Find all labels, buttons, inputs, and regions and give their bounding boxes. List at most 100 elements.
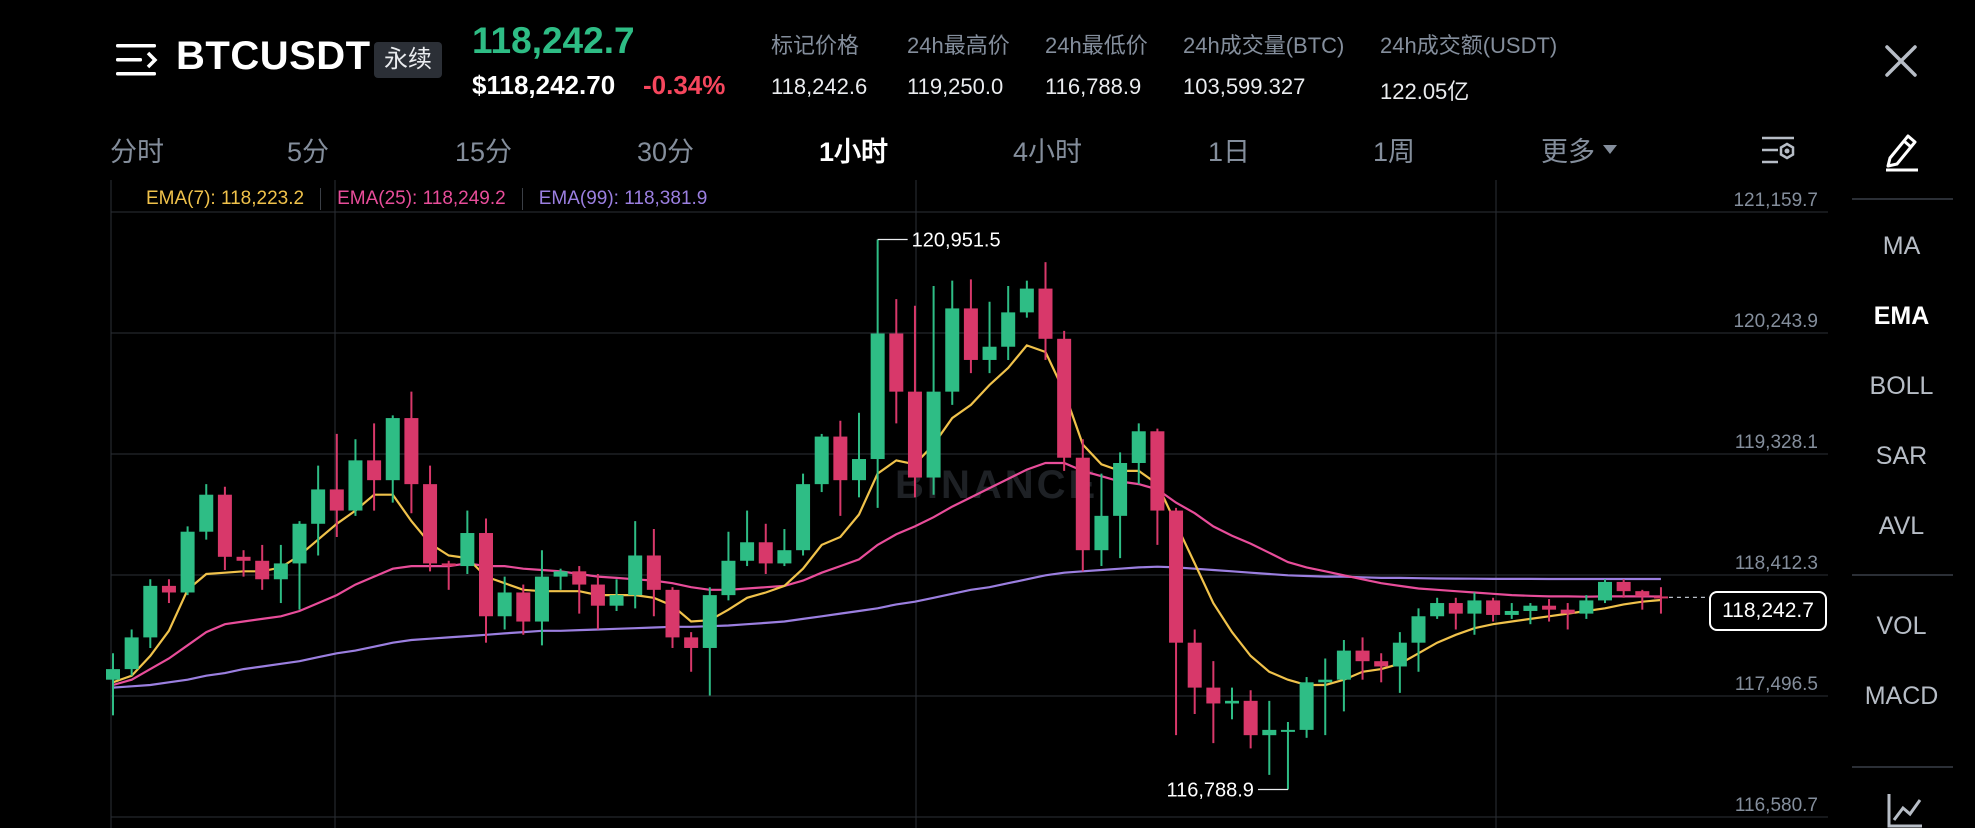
- candle-body: [199, 494, 214, 532]
- tab-more-label: 更多: [1541, 137, 1595, 167]
- candle-body: [460, 533, 475, 567]
- candle-body: [1579, 600, 1594, 614]
- perpetual-badge: 永续: [374, 42, 442, 78]
- candle-body: [1075, 457, 1090, 551]
- y-tick-label: 121,159.7: [1733, 190, 1818, 211]
- candle-body: [889, 333, 904, 392]
- candle-body: [367, 460, 382, 481]
- candle-body: [870, 333, 885, 460]
- ema99-legend: EMA(99): 118,381.9: [538, 188, 708, 210]
- candle-body: [1038, 288, 1053, 339]
- indicator-macd[interactable]: MACD: [1864, 682, 1939, 710]
- candle-body: [1131, 431, 1146, 463]
- tab-30m[interactable]: 30分: [637, 137, 695, 167]
- current-price-tag: 118,242.7: [1709, 591, 1827, 631]
- tab-1d[interactable]: 1日: [1208, 137, 1251, 167]
- candle-body: [311, 489, 326, 524]
- stat-value: 103,599.327: [1183, 74, 1306, 99]
- candle-body: [180, 531, 195, 593]
- candle-body: [1392, 642, 1407, 667]
- candle-body: [963, 308, 978, 360]
- candle-body: [1598, 581, 1612, 601]
- stat-24h-low: 24h最低价 116,788.9: [1045, 28, 1148, 100]
- candle-body: [1262, 729, 1277, 736]
- tab-5m[interactable]: 5分: [287, 137, 330, 167]
- candle-body: [423, 484, 438, 564]
- candle-body: [982, 346, 997, 360]
- chart-settings-icon[interactable]: [1760, 134, 1796, 166]
- candle-body: [758, 542, 773, 564]
- candle-body: [1336, 650, 1351, 680]
- candle-body: [796, 484, 811, 551]
- candle-body: [1280, 729, 1295, 732]
- symbol-title[interactable]: BTCUSDT: [176, 34, 371, 78]
- menu-icon[interactable]: [116, 40, 160, 80]
- candle-body: [124, 637, 139, 670]
- candlestick-chart[interactable]: 121,159.7 120,243.9 119,328.1 118,412.3 117,…: [0, 180, 1850, 828]
- candle-body: [777, 550, 792, 564]
- draw-pencil-icon[interactable]: [1884, 130, 1920, 172]
- candle-body: [740, 542, 755, 561]
- y-tick-label: 118,412.3: [1735, 553, 1818, 574]
- stat-label: 标记价格: [771, 33, 860, 58]
- candle-body: [1504, 610, 1519, 615]
- candle-body: [628, 555, 643, 596]
- candle-body: [553, 571, 568, 577]
- candle-body: [1094, 515, 1109, 551]
- indicator-ema[interactable]: EMA: [1873, 302, 1930, 330]
- candle-body: [1523, 605, 1538, 611]
- max-price-label: 120,951.5: [912, 230, 1001, 252]
- tab-time-sharing[interactable]: 分时: [110, 137, 164, 167]
- close-icon[interactable]: [1884, 44, 1918, 78]
- candle-body: [1542, 605, 1557, 610]
- change-percent: -0.34%: [643, 70, 726, 100]
- stat-24h-volume-btc: 24h成交量(BTC) 103,599.327: [1183, 28, 1344, 100]
- candle-body: [329, 489, 344, 511]
- y-tick-label: 116,580.7: [1735, 795, 1818, 816]
- tab-15m[interactable]: 15分: [455, 137, 513, 167]
- tab-1h[interactable]: 1小时: [819, 137, 889, 167]
- indicator-vol[interactable]: VOL: [1876, 612, 1927, 640]
- candle-body: [609, 595, 624, 606]
- candle-body: [1318, 679, 1333, 683]
- stat-value: 116,788.9: [1045, 74, 1142, 99]
- indicator-ma[interactable]: MA: [1882, 232, 1921, 260]
- ema99-line: [112, 565, 1661, 689]
- candle-body: [255, 560, 270, 580]
- stat-label: 24h成交额(USDT): [1380, 33, 1558, 58]
- indicator-avl[interactable]: AVL: [1878, 512, 1925, 540]
- candle-body: [1448, 603, 1463, 614]
- ema25-legend: EMA(25): 118,249.2: [337, 188, 506, 210]
- trend-chart-icon[interactable]: [1886, 792, 1924, 828]
- candle-body: [1169, 510, 1184, 643]
- candle-body: [1411, 616, 1426, 643]
- ema7-legend: EMA(7): 118,223.2: [146, 188, 305, 210]
- candle-body: [1467, 600, 1482, 614]
- candle-body: [1113, 462, 1128, 516]
- candle-body: [497, 592, 512, 617]
- candle-body: [1187, 642, 1202, 688]
- tab-1w[interactable]: 1周: [1373, 137, 1416, 167]
- tab-more[interactable]: 更多: [1541, 130, 1617, 169]
- tab-4h[interactable]: 4小时: [1013, 137, 1083, 167]
- stat-24h-high: 24h最高价 119,250.0: [907, 28, 1010, 100]
- interval-tabs: 分时 5分 15分 30分 1小时 4小时 1日 1周 更多: [0, 122, 1975, 178]
- indicator-boll[interactable]: BOLL: [1869, 372, 1934, 400]
- candle-body: [236, 556, 251, 561]
- candle-body: [479, 533, 493, 617]
- candle-body: [907, 391, 922, 478]
- candle-body: [1019, 288, 1034, 313]
- candle-body: [1560, 609, 1575, 614]
- candle-body: [1430, 603, 1445, 617]
- candle-body: [273, 563, 288, 580]
- candle-body: [833, 436, 848, 481]
- indicator-sar[interactable]: SAR: [1875, 442, 1928, 470]
- ema25-line: [112, 461, 1661, 687]
- candle-body: [292, 523, 307, 564]
- stat-label: 24h最高价: [907, 33, 1010, 58]
- candle-body: [1486, 600, 1501, 615]
- candle-body: [217, 494, 232, 557]
- candle-body: [702, 595, 717, 648]
- candle-body: [926, 391, 941, 478]
- candle-body: [348, 460, 363, 511]
